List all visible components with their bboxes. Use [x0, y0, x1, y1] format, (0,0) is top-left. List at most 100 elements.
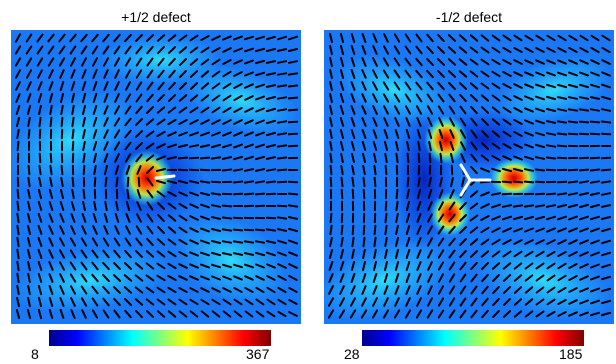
director-segment [339, 93, 345, 103]
director-segment [329, 68, 333, 80]
director-segment [211, 58, 221, 66]
director-segment [448, 261, 456, 271]
director-segment [501, 167, 513, 173]
director-segment [492, 285, 500, 295]
director-segment [426, 57, 434, 67]
director-segment [91, 285, 99, 295]
director-segment [91, 45, 99, 55]
director-segment [265, 96, 277, 100]
director-segment [373, 152, 377, 164]
director-segment [200, 82, 210, 90]
director-segment [469, 70, 479, 78]
director-segment [233, 275, 243, 281]
director-segment [568, 34, 578, 42]
director-segment [92, 105, 98, 115]
director-segment [288, 275, 298, 281]
director-segment [243, 180, 255, 184]
director-segment [80, 297, 88, 307]
director-segment [37, 69, 43, 79]
director-segment [416, 213, 422, 223]
director-segment [534, 168, 546, 172]
director-segment [255, 263, 265, 269]
director-segment [81, 225, 87, 235]
director-segment [48, 237, 54, 247]
director-segment [36, 33, 44, 43]
director-segment [102, 237, 110, 247]
director-segment [481, 285, 489, 295]
director-segment [448, 81, 456, 91]
director-segment [135, 153, 143, 163]
director-segment [427, 213, 433, 223]
director-segment [167, 226, 177, 234]
director-segment [71, 104, 75, 116]
director-segment [578, 96, 590, 100]
director-segment [244, 155, 254, 161]
director-segment [156, 34, 166, 42]
director-segment [328, 249, 334, 259]
director-segment [135, 237, 143, 247]
director-segment [361, 297, 367, 307]
director-segment [27, 116, 31, 128]
director-segment [103, 117, 109, 127]
director-segment [470, 105, 478, 115]
director-segment [361, 57, 367, 67]
director-segment [427, 273, 433, 283]
director-segment [82, 188, 86, 200]
director-segment [81, 81, 87, 91]
director-segment [351, 152, 355, 164]
director-segment [340, 248, 344, 260]
director-segment [384, 212, 388, 224]
director-segment [233, 119, 243, 125]
director-segment [125, 200, 131, 212]
director-segment [113, 286, 121, 294]
director-segment [600, 216, 612, 220]
director-segment [137, 176, 141, 188]
director-segment [210, 240, 222, 244]
director-segment [114, 165, 120, 175]
director-segment [36, 57, 44, 67]
director-segment [145, 250, 155, 258]
director-segment [265, 119, 277, 125]
director-segment [254, 155, 266, 161]
director-segment [210, 180, 222, 184]
director-segment [546, 34, 556, 42]
director-segment [222, 70, 232, 78]
director-segment [124, 298, 132, 306]
director-segment [200, 239, 210, 245]
director-segment [568, 227, 578, 233]
director-segment [404, 57, 412, 67]
director-segment [16, 296, 20, 308]
director-segment [70, 81, 76, 91]
director-segment [103, 81, 109, 91]
director-segment [167, 238, 177, 246]
director-segment [470, 250, 478, 258]
director-segment [534, 204, 546, 208]
director-segment [244, 47, 254, 53]
director-segment [145, 274, 155, 282]
plus-half-defect-panel: +1/2 defect 8 367 [11, 0, 301, 364]
director-segment [211, 94, 221, 102]
director-segment [92, 93, 98, 103]
director-segment [200, 263, 210, 269]
director-segment [480, 191, 490, 197]
director-segment [416, 117, 422, 127]
director-segment [179, 58, 187, 66]
director-segment [16, 116, 20, 128]
director-segment [426, 93, 434, 103]
director-segment [156, 155, 166, 161]
director-segment [38, 116, 42, 128]
director-segment [178, 106, 188, 114]
director-segment [470, 129, 478, 139]
director-segment [124, 105, 132, 115]
director-segment [211, 47, 221, 53]
director-segment [16, 188, 20, 200]
director-segment [361, 141, 367, 151]
director-segment [383, 285, 389, 295]
director-segment [92, 81, 98, 91]
director-segment [14, 33, 22, 43]
director-segment [200, 94, 210, 102]
director-segment [113, 129, 121, 139]
director-segment [168, 94, 176, 102]
director-segment [60, 164, 64, 176]
director-segment [14, 57, 22, 67]
